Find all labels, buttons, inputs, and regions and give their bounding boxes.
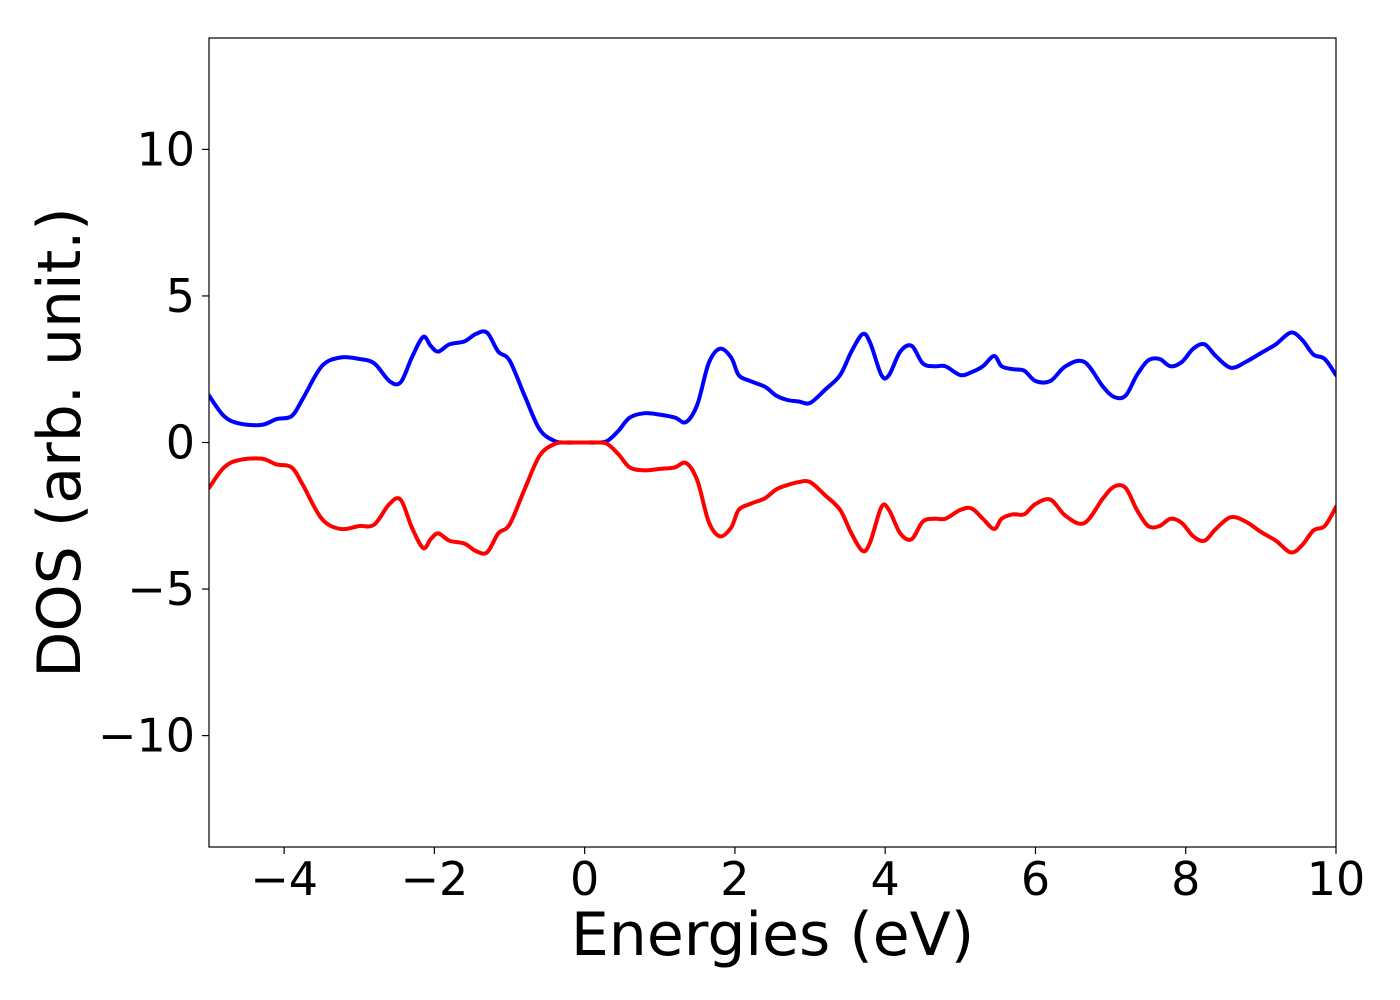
- y-axis-label: DOS (arb. unit.): [25, 207, 95, 677]
- y-tick-label: 10: [136, 122, 195, 176]
- dos-spin-down-line: [209, 440, 1336, 556]
- x-tick-label: 2: [720, 852, 749, 906]
- x-tick-label: 8: [1171, 852, 1200, 906]
- y-tick-label: 0: [166, 416, 195, 470]
- x-tick-label: 6: [1021, 852, 1050, 906]
- x-axis-label: Energies (eV): [571, 900, 974, 970]
- x-tick-label: −2: [400, 852, 468, 906]
- x-axis-ticks: −4 −2 0 2 4 6 8 10: [250, 847, 1365, 906]
- y-tick-label: −10: [98, 709, 195, 763]
- y-tick-label: 5: [166, 269, 195, 323]
- y-tick-label: −5: [127, 562, 195, 616]
- x-tick-label: 0: [570, 852, 599, 906]
- axes-frame: [208, 37, 1337, 848]
- x-tick-label: 10: [1307, 852, 1366, 906]
- y-axis-ticks: −10 −5 0 5 10: [98, 122, 209, 763]
- dos-spin-up-line: [209, 329, 1336, 445]
- plot-area: [209, 329, 1336, 556]
- x-tick-label: 4: [871, 852, 900, 906]
- x-tick-label: −4: [250, 852, 318, 906]
